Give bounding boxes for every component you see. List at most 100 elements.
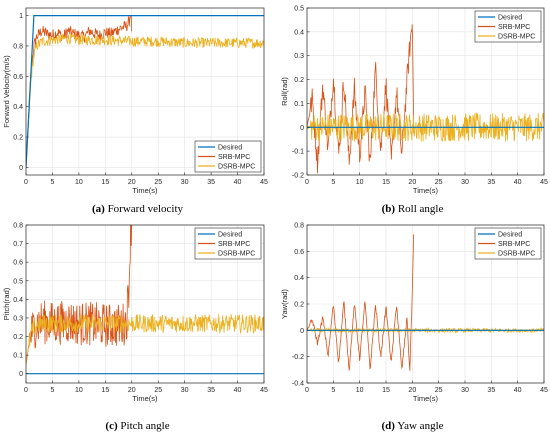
tick-label-y-d-3: 0.2	[294, 302, 304, 309]
tick-label-x-c-6: 30	[181, 387, 189, 394]
tick-label-x-b-9: 45	[540, 179, 548, 186]
caption-c-text: Pitch angle	[120, 420, 170, 432]
legend-label-d-2: DSRB-MPC	[498, 251, 535, 258]
legend-label-a-0: Desired	[218, 145, 242, 152]
tick-label-x-a-0: 0	[24, 179, 28, 186]
tick-label-y-b-2: 0	[300, 125, 304, 132]
chart-c: 0 5 10 15 20 25 30 35 40 45 0 0.1 0.2 0.3 0.4 0.5 0.6 0.7…	[2, 223, 268, 404]
tick-label-y-b-0: -0.2	[292, 173, 304, 180]
series-group-d	[307, 234, 544, 371]
tick-label-x-d-6: 30	[461, 387, 469, 394]
tick-label-x-c-5: 25	[154, 387, 162, 394]
caption-a-text: Forward velocity	[107, 203, 184, 215]
caption-c-letter: (c)	[105, 420, 118, 432]
tick-label-x-b-1: 5	[331, 179, 335, 186]
caption-a: (a) Forward velocity	[0, 203, 275, 215]
caption-d: (d) Yaw angle	[275, 420, 550, 432]
tick-label-y-c-0: 0	[19, 371, 23, 378]
series-line-a-dsrb-mpc	[26, 33, 264, 167]
tick-label-x-b-3: 15	[382, 179, 390, 186]
axes-box-a	[25, 7, 265, 176]
axis-label-x-d: Time(s)	[413, 394, 439, 403]
tick-label-y-a-2: 0.4	[13, 104, 23, 111]
tick-label-x-b-6: 30	[461, 179, 469, 186]
series-group-b	[307, 24, 544, 174]
chart-d: 0 5 10 15 20 25 30 35 40 45 -0.4 -0.2 0 0.2 0.4 0.6 0.8 T…	[280, 223, 548, 404]
legend-label-c-0: Desired	[218, 232, 242, 239]
axes-box-c	[25, 224, 265, 384]
legend-label-b-1: SRB-MPC	[498, 24, 530, 31]
caption-b-letter: (b)	[381, 203, 396, 215]
tick-label-y-c-2: 0.2	[13, 334, 23, 341]
tick-label-y-d-1: -0.2	[292, 354, 304, 361]
legend-label-a-2: DSRB-MPC	[218, 164, 255, 171]
tick-label-x-d-1: 5	[331, 387, 335, 394]
tick-label-y-b-3: 0.1	[294, 101, 304, 108]
legend-label-d-0: Desired	[498, 232, 522, 239]
tick-label-y-b-6: 0.4	[294, 29, 304, 36]
tick-label-y-c-3: 0.3	[13, 315, 23, 322]
axis-label-y-d: Yaw(rad)	[280, 289, 289, 319]
tick-label-x-a-5: 25	[154, 179, 162, 186]
tick-label-x-a-3: 15	[101, 179, 109, 186]
tick-label-x-a-2: 10	[75, 179, 83, 186]
tick-label-y-a-0: 0	[19, 165, 23, 172]
tick-label-y-d-0: -0.4	[292, 381, 304, 388]
tick-label-x-d-3: 15	[382, 387, 390, 394]
caption-b: (b) Roll angle	[275, 203, 550, 215]
tick-label-x-a-8: 40	[234, 179, 242, 186]
tick-label-x-c-8: 40	[234, 387, 242, 394]
tick-label-x-c-2: 10	[75, 387, 83, 394]
tick-label-x-c-4: 20	[128, 387, 136, 394]
series-line-d-srb-mpc	[307, 234, 414, 371]
tick-label-x-c-0: 0	[24, 387, 28, 394]
legend-label-c-2: DSRB-MPC	[218, 251, 255, 258]
tick-label-x-c-9: 45	[260, 387, 268, 394]
caption-d-text: Yaw angle	[397, 420, 444, 432]
tick-label-y-d-4: 0.4	[294, 275, 304, 282]
tick-label-x-a-7: 35	[207, 179, 215, 186]
caption-b-text: Roll angle	[397, 203, 444, 215]
tick-label-x-c-3: 15	[101, 387, 109, 394]
tick-label-y-c-4: 0.4	[13, 297, 23, 304]
tick-label-y-a-4: 0.8	[13, 43, 23, 50]
legend-b: Desired SRB-MPC DSRB-MPC	[474, 10, 542, 43]
axis-label-y-b: Roll(rad)	[280, 77, 289, 106]
tick-label-x-d-2: 10	[356, 387, 364, 394]
axis-label-x-c: Time(s)	[132, 394, 158, 403]
legend-label-b-0: Desired	[498, 15, 522, 22]
tick-label-y-b-5: 0.3	[294, 53, 304, 60]
series-line-b-dsrb-mpc	[307, 111, 544, 142]
tick-label-y-d-2: 0	[300, 328, 304, 335]
tick-label-x-d-4: 20	[408, 387, 416, 394]
legend-label-b-2: DSRB-MPC	[498, 34, 535, 41]
chart-a: 0 5 10 15 20 25 30 35 40 45 0 0.2 0.4 0.6 0.8 1 Time(s) F…	[2, 7, 268, 195]
legend-a: Desired SRB-MPC DSRB-MPC	[194, 140, 262, 173]
series-line-c-dsrb-mpc	[26, 314, 264, 365]
axis-label-x-a: Time(s)	[132, 186, 158, 195]
tick-label-x-b-7: 35	[487, 179, 495, 186]
tick-label-y-b-7: 0.5	[294, 6, 304, 13]
tick-label-x-b-4: 20	[408, 179, 416, 186]
tick-label-y-c-8: 0.8	[13, 223, 23, 230]
caption-a-letter: (a)	[91, 203, 105, 215]
caption-d-letter: (d)	[381, 420, 395, 432]
tick-label-x-b-2: 10	[356, 179, 364, 186]
tick-label-y-a-3: 0.6	[13, 74, 23, 81]
legend-c: Desired SRB-MPC DSRB-MPC	[194, 227, 262, 260]
tick-label-x-b-8: 40	[514, 179, 522, 186]
legend-label-c-1: SRB-MPC	[218, 241, 250, 248]
series-group-c	[26, 225, 264, 375]
tick-label-x-b-0: 0	[305, 179, 309, 186]
tick-label-x-b-5: 25	[435, 179, 443, 186]
legend-d: Desired SRB-MPC DSRB-MPC	[474, 227, 542, 260]
tick-label-y-c-1: 0.1	[13, 353, 23, 360]
series-line-a-srb-mpc	[26, 14, 133, 168]
tick-label-x-a-1: 5	[50, 179, 54, 186]
tick-label-x-a-9: 45	[260, 179, 268, 186]
axis-label-x-b: Time(s)	[413, 186, 439, 195]
axis-label-y-c: Pitch(rad)	[2, 287, 11, 320]
series-line-c-srb-mpc	[26, 225, 133, 363]
tick-label-x-d-5: 25	[435, 387, 443, 394]
axis-label-y-a: Forward Velocity(m/s)	[2, 55, 11, 128]
